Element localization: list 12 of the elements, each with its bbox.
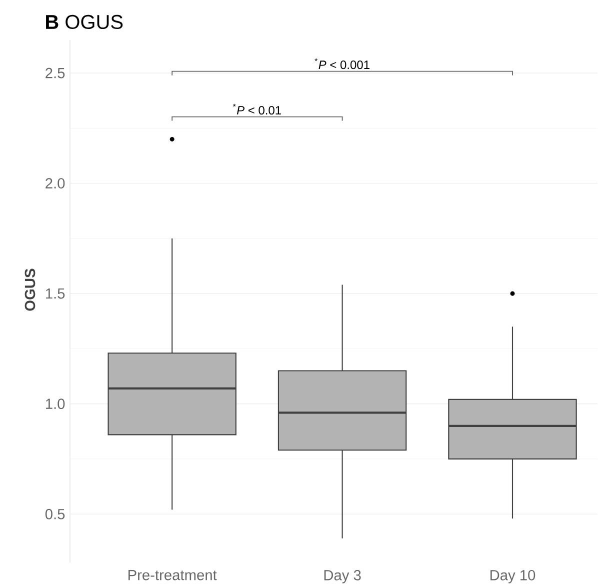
y-tick-label: 1.0	[46, 398, 65, 410]
chart-title: B OGUS	[46, 15, 123, 30]
y-tick-label: 2.0	[46, 178, 65, 189]
x-tick-label: Pre-treatment	[128, 570, 217, 580]
x-tick-label: Day 3	[324, 570, 361, 584]
y-axis-title: OGUS	[24, 268, 36, 311]
annotation: $^{*}$P < 0.01	[232, 104, 281, 115]
x-tick-label: Day 10	[490, 570, 536, 584]
annotation: $^{*}$P < 0.001	[314, 58, 370, 70]
y-tick-label: 2.5	[46, 68, 65, 78]
y-tick-label: 1.5	[46, 288, 65, 299]
y-tick-label: 0.5	[45, 509, 65, 520]
